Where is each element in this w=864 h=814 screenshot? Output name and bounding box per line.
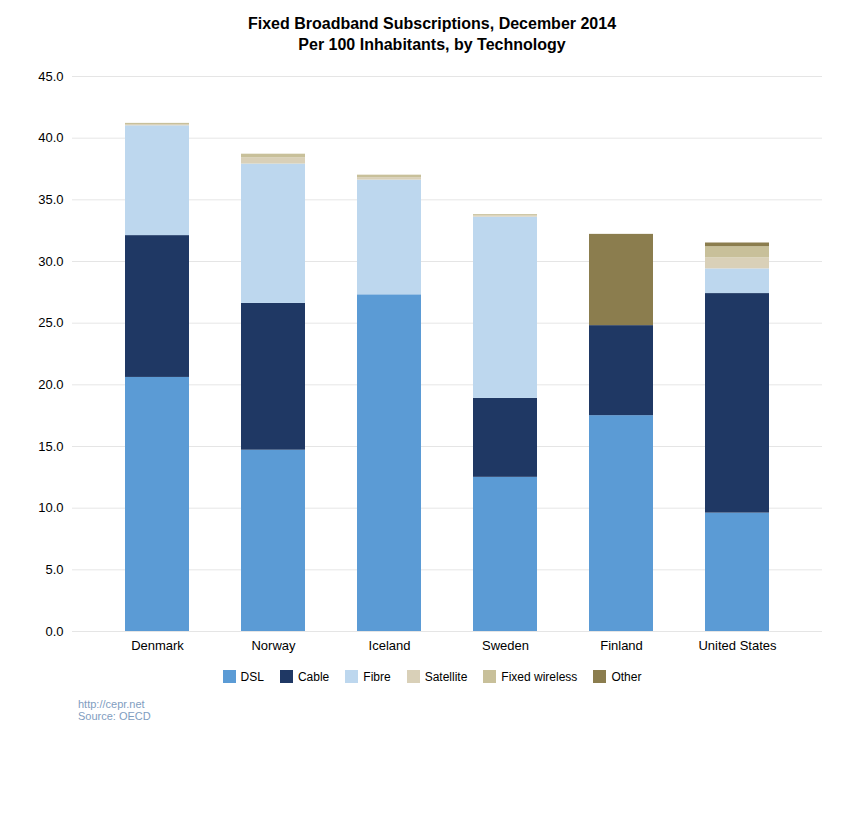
svg-text:35.0: 35.0 — [38, 192, 63, 207]
svg-text:15.0: 15.0 — [38, 438, 63, 453]
html-text:Other: Other — [611, 669, 642, 684]
svg-text:Iceland: Iceland — [369, 637, 411, 652]
html-text:Fibre: Fibre — [363, 669, 391, 684]
svg-text:40.0: 40.0 — [38, 130, 63, 145]
svg-text:10.0: 10.0 — [38, 500, 63, 515]
svg-text:20.0: 20.0 — [38, 377, 63, 392]
svg-text:5.0: 5.0 — [45, 562, 63, 577]
svg-text:Denmark: Denmark — [131, 637, 184, 652]
svg-text:45.0: 45.0 — [38, 68, 63, 83]
svg-text:25.0: 25.0 — [38, 315, 63, 330]
svg-text:30.0: 30.0 — [38, 253, 63, 268]
html-text:Fixed Broadband Subscriptions,: Fixed Broadband Subscriptions, December … — [247, 15, 616, 53]
html-text:Satellite: Satellite — [424, 669, 468, 684]
svg-text:United States: United States — [698, 637, 777, 652]
svg-text:Norway: Norway — [251, 637, 296, 652]
svg-text:Finland: Finland — [600, 637, 643, 652]
svg-text:Sweden: Sweden — [482, 637, 529, 652]
html-text:http://cepr.net Source: OECD: http://cepr.net Source: OECD — [78, 697, 151, 722]
html-text:DSL: DSL — [240, 669, 264, 684]
html-text:Cable: Cable — [297, 669, 330, 684]
svg-text:0.0: 0.0 — [45, 623, 63, 638]
html-text:Fixed wireless: Fixed wireless — [501, 669, 578, 684]
